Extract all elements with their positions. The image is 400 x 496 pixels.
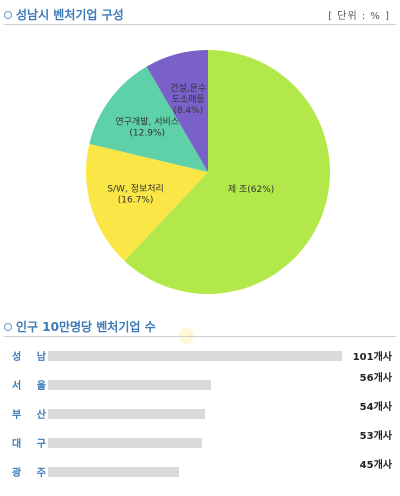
section-header-composition: 성남시 벤처기업 구성 [ 단위 : % ] bbox=[0, 4, 400, 28]
pie-label-0-0: 제 조(62%) bbox=[228, 184, 274, 195]
bar-track bbox=[48, 467, 342, 477]
density-title: 인구 10만명당 벤처기업 수 bbox=[16, 320, 156, 334]
bar-fill bbox=[48, 409, 206, 419]
pie-slice-0 bbox=[124, 50, 330, 294]
pie-slice-3 bbox=[146, 50, 208, 172]
bar-category-label: 성 남 bbox=[12, 352, 46, 363]
pie-label-2-1: (12.9%) bbox=[129, 128, 165, 138]
header-divider bbox=[4, 336, 396, 337]
bullet-icon bbox=[4, 11, 12, 19]
bar-fill bbox=[48, 467, 179, 477]
pie-label-1-1: (16.7%) bbox=[118, 195, 154, 205]
bar-row: 부 산 54개사 bbox=[0, 402, 400, 424]
bar-row: 서 울 56개사 bbox=[0, 373, 400, 395]
pie-chart: 제 조(62%) S/W, 정보처리 (16.7%) 연구개발, 서비스 (12.9%)… bbox=[0, 26, 400, 296]
bullet-icon bbox=[4, 323, 12, 331]
pie-label-3-2: (8.4%) bbox=[173, 106, 203, 116]
bar-value-label: 101개사 bbox=[352, 352, 392, 363]
bar-fill bbox=[48, 351, 342, 361]
bar-category-label: 광 주 bbox=[12, 468, 46, 479]
composition-title: 성남시 벤처기업 구성 bbox=[16, 8, 124, 22]
bar-row: 대 구 53개사 bbox=[0, 431, 400, 453]
bar-category-label: 부 산 bbox=[12, 410, 46, 421]
pie-label-1-0: S/W, 정보처리 bbox=[107, 182, 164, 194]
bar-value-label: 54개사 bbox=[359, 402, 392, 413]
pie-chart-svg: 제 조(62%) S/W, 정보처리(16.7%) 연구개발, 서비스(12.9%)… bbox=[85, 50, 330, 294]
bar-track bbox=[48, 438, 342, 448]
bar-value-label: 45개사 bbox=[359, 460, 392, 471]
bar-category-label: 대 구 bbox=[12, 439, 46, 450]
bar-track bbox=[48, 409, 342, 419]
bar-value-label: 56개사 bbox=[359, 373, 392, 384]
bar-category-label: 서 울 bbox=[12, 381, 46, 392]
bar-value-label: 53개사 bbox=[359, 431, 392, 442]
bar-row: 광 주 45개사 bbox=[0, 460, 400, 482]
pie-label-2-0: 연구개발, 서비스 bbox=[115, 116, 179, 127]
pie-label-3-1: 도소매등 bbox=[172, 94, 205, 105]
unit-label: [ 단위 : % ] bbox=[328, 11, 390, 22]
section-header-density: 인구 10만명당 벤처기업 수 bbox=[0, 316, 400, 344]
pie-label-3-0: 건설,운수 bbox=[170, 83, 206, 94]
pie-slice-2 bbox=[89, 66, 208, 172]
bar-track bbox=[48, 351, 342, 361]
bar-track bbox=[48, 380, 342, 390]
bar-row: 성 남 101개사 bbox=[0, 346, 400, 366]
pie-slice-1 bbox=[85, 143, 208, 261]
header-divider bbox=[4, 24, 396, 25]
bar-fill bbox=[48, 438, 203, 448]
bar-fill bbox=[48, 380, 211, 390]
